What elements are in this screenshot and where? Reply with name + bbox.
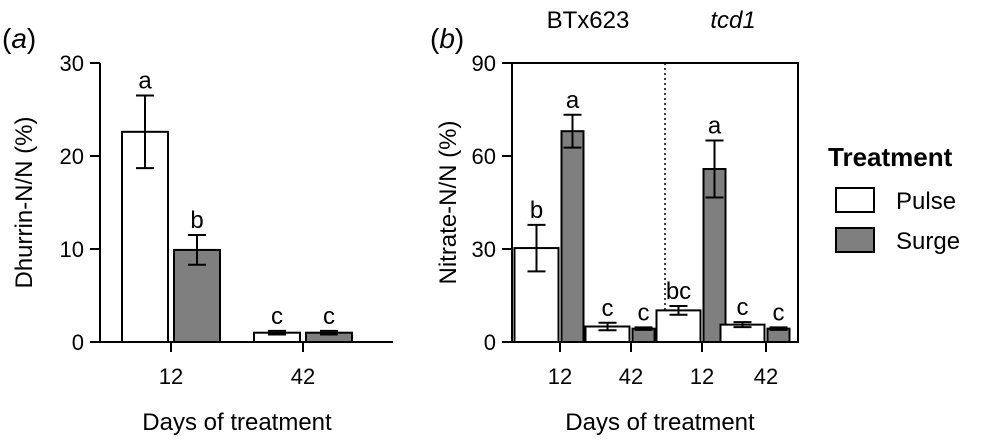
x-tick-label: 12 [159,364,183,389]
significance-letter-surge-tcd1-42: c [773,299,785,326]
significance-letter-surge-BTx623-42: c [638,299,650,326]
panel-label: (b) [430,23,464,54]
panel-a-chart: 0 10 20 30 Dhurrin-N/N (%) a b 12 c c 42 Days of tr… [11,51,393,436]
bar-surge-BTx623-12 [560,130,585,343]
x-tick-label: 12 [548,364,572,389]
x-axis-title: Days of treatment [142,409,332,436]
y-axis-title: Nitrate-N/N (%) [435,120,462,284]
x-tick-label: 42 [291,364,315,389]
significance-letter-pulse-BTx623-12: b [530,197,543,224]
x-tick-label: 12 [690,364,714,389]
y-axis-title: Dhurrin-N/N (%) [11,116,38,288]
x-tick-label: 42 [754,364,778,389]
y-tick-label: 0 [72,330,84,355]
significance-letter-surge-tcd1-12: a [708,113,722,140]
y-tick-label: 0 [484,330,496,355]
significance-letter-pulse-BTx623-42: c [602,295,614,322]
panel-label-letter: b [439,23,455,54]
panel-label: (a) [2,23,36,54]
significance-letter-pulse-12: a [138,68,152,95]
y-tick-label: 60 [472,144,496,169]
panel-label-close: ) [27,23,36,54]
y-tick-label: 20 [60,144,84,169]
panel-label-open: ( [2,23,12,54]
legend: Treatment Pulse Surge [828,142,960,255]
legend-swatch-pulse [835,187,875,213]
legend-swatch-surge [835,227,875,253]
panel-label-letter: a [11,23,27,54]
group-title: BTx623 [547,7,630,34]
legend-label-surge: Surge [896,228,960,255]
y-tick-label: 10 [60,237,84,262]
significance-letter-pulse-tcd1-42: c [737,294,749,321]
panel-label-open: ( [430,23,440,54]
panel-label-close: ) [455,23,464,54]
legend-title: Treatment [828,142,953,172]
significance-letter-pulse-tcd1-12: bc [666,278,691,305]
significance-letter-surge-42: c [323,303,335,330]
significance-letter-pulse-42: c [271,303,283,330]
x-tick-label: 42 [619,364,643,389]
significance-letter-surge-12: b [190,207,203,234]
x-axis-title: Days of treatment [565,409,755,436]
y-tick-label: 30 [60,51,84,76]
significance-letter-surge-BTx623-12: a [566,87,580,114]
y-tick-label: 30 [472,237,496,262]
group-title: tcd1 [710,7,755,34]
legend-label-pulse: Pulse [896,188,956,215]
y-tick-label: 90 [472,51,496,76]
